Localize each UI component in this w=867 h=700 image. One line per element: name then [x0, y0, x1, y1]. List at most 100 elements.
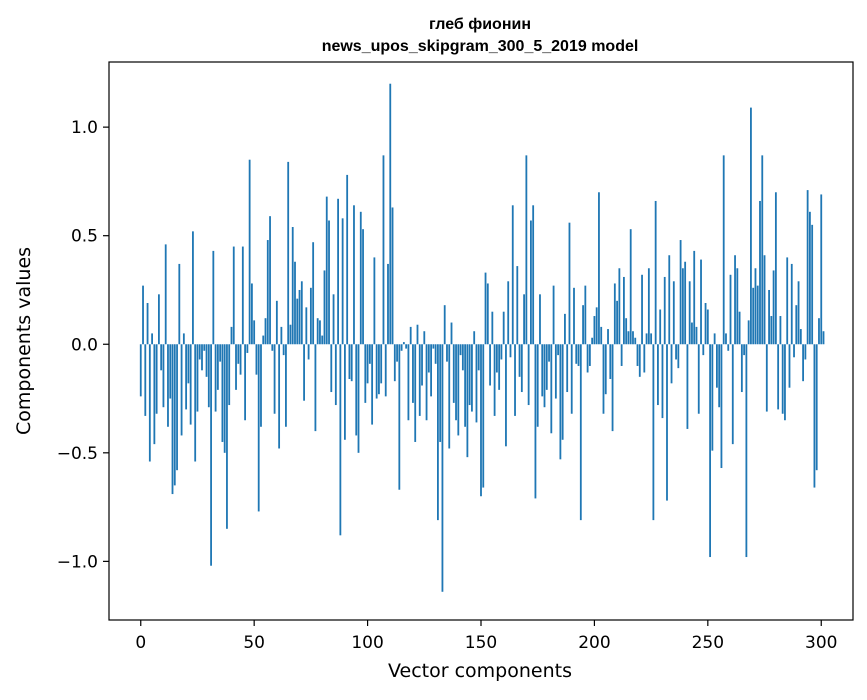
bar [178, 263, 181, 345]
bar [795, 305, 798, 345]
bar [362, 229, 364, 345]
bar [321, 335, 324, 345]
bar [663, 276, 666, 345]
bar [366, 344, 369, 384]
bar [788, 344, 791, 388]
bar [493, 344, 496, 416]
bar [153, 344, 156, 445]
bar [579, 344, 582, 521]
x-tick-label: 300 [805, 633, 837, 653]
bar [192, 231, 194, 345]
bar [763, 255, 766, 345]
bar [554, 344, 557, 399]
bar [793, 344, 795, 358]
bar [806, 190, 809, 345]
bar [611, 344, 614, 432]
bar [523, 294, 525, 345]
bar [160, 344, 163, 371]
bar [545, 344, 548, 390]
bar [430, 344, 432, 397]
bar [214, 344, 217, 412]
bar [201, 344, 203, 371]
bar [507, 281, 510, 345]
bar [636, 344, 639, 366]
bar [629, 229, 632, 345]
bar [305, 307, 308, 345]
bar [668, 255, 671, 345]
bar [257, 344, 260, 512]
bar [765, 344, 768, 412]
bar [182, 333, 185, 345]
bar [167, 344, 169, 427]
bar [772, 270, 775, 345]
bar [298, 289, 301, 345]
bar [414, 344, 417, 442]
bar [620, 344, 623, 366]
bar [643, 344, 646, 373]
plot-frame [108, 61, 854, 621]
bar [421, 344, 423, 386]
bar [246, 344, 249, 353]
bar [779, 316, 782, 345]
bar [171, 344, 174, 495]
y-tick-label: −1.0 [57, 552, 98, 572]
bar [661, 344, 664, 419]
bar [659, 309, 662, 345]
x-axis: 0 50 100 150 200 250 300 [135, 620, 837, 653]
bar [677, 344, 680, 369]
bar [530, 220, 532, 345]
bar [598, 192, 600, 345]
bar [672, 281, 675, 345]
bar [255, 344, 258, 375]
bar [300, 281, 303, 345]
bar [364, 344, 367, 403]
bar [187, 344, 190, 384]
bar [142, 285, 144, 345]
bar [570, 344, 573, 414]
bar [402, 342, 405, 345]
bar-series [139, 83, 825, 592]
bar [325, 196, 328, 345]
bar [253, 320, 256, 345]
bar [784, 344, 786, 421]
bar [196, 344, 199, 412]
bar [466, 344, 469, 458]
bar [756, 285, 759, 345]
bar [198, 344, 201, 360]
bar [527, 344, 530, 406]
bar [412, 344, 414, 403]
bar [670, 344, 673, 384]
bar [809, 211, 811, 345]
chart-subtitle: news_upos_skipgram_300_5_2019 model [322, 38, 639, 55]
bar [652, 344, 655, 521]
bar [820, 194, 823, 345]
bar [357, 344, 360, 453]
bar [666, 344, 668, 501]
bar [368, 344, 371, 364]
bar [495, 344, 498, 373]
bar [645, 333, 648, 345]
bar [180, 344, 183, 436]
y-tick-label: 1.0 [71, 118, 98, 138]
bar [464, 344, 467, 427]
bar [774, 192, 777, 345]
bar [745, 344, 748, 558]
bar [575, 344, 578, 364]
bar [729, 274, 732, 345]
bar [232, 246, 235, 345]
bar [616, 300, 618, 345]
bar [604, 344, 607, 395]
bar [350, 344, 353, 382]
bar [718, 344, 721, 408]
bar [285, 344, 287, 427]
bar [287, 161, 290, 345]
bar [407, 344, 410, 421]
x-tick-label: 150 [465, 633, 497, 653]
bar [241, 246, 244, 345]
bar [693, 250, 696, 345]
bar [448, 344, 451, 449]
bar [423, 331, 426, 345]
bar [731, 344, 734, 445]
bar [577, 344, 580, 366]
bar [221, 344, 224, 442]
